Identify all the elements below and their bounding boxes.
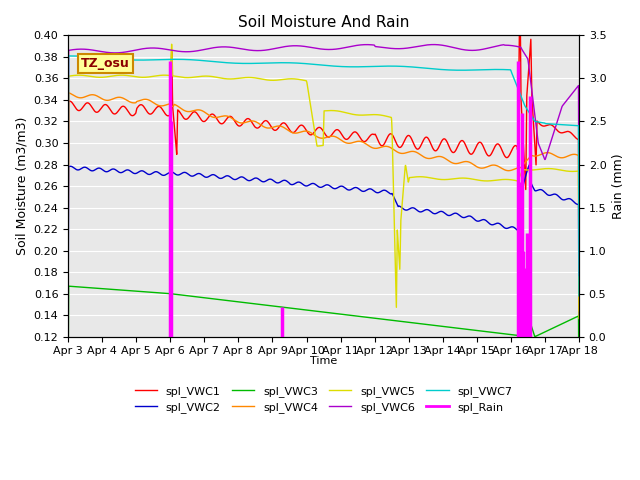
Line: spl_VWC7: spl_VWC7 bbox=[68, 56, 579, 296]
spl_VWC6 bbox=[438, 42, 445, 48]
spl_VWC1 bbox=[467, 151, 474, 157]
Legend: spl_VWC1, spl_VWC2, spl_VWC3, spl_VWC4, spl_VWC5, spl_VWC6, spl_VWC7, spl_Rain: spl_VWC1, spl_VWC2, spl_VWC3, spl_VWC4, … bbox=[131, 382, 517, 418]
spl_VWC6 bbox=[575, 273, 583, 278]
spl_VWC6 bbox=[64, 255, 72, 261]
spl_VWC2 bbox=[575, 332, 583, 338]
spl_VWC5 bbox=[410, 174, 417, 180]
spl_VWC5 bbox=[438, 177, 445, 182]
spl_VWC3 bbox=[575, 388, 583, 394]
spl_VWC1 bbox=[575, 137, 582, 143]
Line: spl_VWC5: spl_VWC5 bbox=[68, 44, 579, 318]
spl_VWC2 bbox=[156, 171, 164, 177]
spl_VWC1 bbox=[410, 140, 417, 146]
spl_VWC7 bbox=[467, 67, 475, 73]
spl_VWC6 bbox=[156, 46, 164, 51]
spl_VWC1 bbox=[575, 300, 583, 306]
spl_VWC5 bbox=[168, 41, 175, 47]
Y-axis label: Soil Moisture (m3/m3): Soil Moisture (m3/m3) bbox=[15, 117, 28, 255]
spl_VWC7 bbox=[156, 57, 164, 62]
spl_VWC5 bbox=[64, 268, 72, 274]
spl_VWC6 bbox=[430, 42, 438, 48]
spl_VWC5 bbox=[575, 315, 583, 321]
spl_VWC5 bbox=[156, 72, 164, 78]
spl_VWC6 bbox=[467, 48, 475, 53]
spl_VWC4 bbox=[65, 90, 72, 96]
spl_VWC4 bbox=[305, 129, 312, 134]
spl_VWC2 bbox=[575, 202, 582, 207]
spl_VWC7 bbox=[575, 123, 582, 129]
spl_VWC3 bbox=[410, 320, 417, 326]
spl_VWC1 bbox=[438, 138, 445, 144]
spl_VWC7 bbox=[438, 67, 445, 72]
Line: spl_VWC3: spl_VWC3 bbox=[68, 286, 579, 391]
spl_VWC2 bbox=[467, 214, 474, 219]
X-axis label: Time: Time bbox=[310, 357, 337, 366]
spl_VWC1 bbox=[64, 281, 72, 287]
spl_VWC1 bbox=[156, 104, 164, 109]
spl_VWC4 bbox=[410, 148, 417, 154]
spl_VWC2 bbox=[304, 183, 312, 189]
spl_VWC4 bbox=[438, 154, 445, 160]
spl_VWC2 bbox=[64, 313, 72, 319]
spl_VWC5 bbox=[575, 168, 582, 174]
Text: TZ_osu: TZ_osu bbox=[81, 57, 130, 70]
spl_VWC5 bbox=[467, 176, 475, 181]
spl_VWC4 bbox=[467, 160, 475, 166]
spl_VWC6 bbox=[304, 44, 312, 50]
spl_VWC1 bbox=[304, 130, 312, 136]
Line: spl_VWC1: spl_VWC1 bbox=[68, 0, 579, 303]
spl_VWC4 bbox=[64, 276, 72, 282]
Title: Soil Moisture And Rain: Soil Moisture And Rain bbox=[238, 15, 409, 30]
spl_VWC4 bbox=[575, 153, 582, 158]
spl_VWC3 bbox=[575, 313, 582, 319]
spl_VWC4 bbox=[156, 103, 164, 108]
spl_VWC7 bbox=[64, 258, 72, 264]
spl_VWC7 bbox=[410, 64, 417, 70]
spl_VWC3 bbox=[64, 373, 72, 379]
Line: spl_VWC4: spl_VWC4 bbox=[68, 93, 579, 311]
Y-axis label: Rain (mm): Rain (mm) bbox=[612, 153, 625, 219]
Line: spl_VWC6: spl_VWC6 bbox=[68, 45, 579, 276]
spl_VWC5 bbox=[305, 88, 312, 94]
Line: spl_VWC2: spl_VWC2 bbox=[68, 165, 579, 335]
spl_VWC2 bbox=[410, 205, 417, 211]
spl_VWC3 bbox=[467, 327, 475, 333]
spl_VWC4 bbox=[575, 308, 583, 313]
spl_VWC3 bbox=[438, 324, 445, 329]
spl_VWC2 bbox=[438, 208, 445, 214]
spl_VWC3 bbox=[156, 290, 164, 296]
spl_VWC6 bbox=[575, 83, 582, 88]
spl_VWC7 bbox=[575, 293, 583, 299]
spl_VWC7 bbox=[65, 53, 73, 59]
spl_VWC2 bbox=[525, 162, 533, 168]
spl_VWC6 bbox=[410, 44, 417, 50]
spl_VWC3 bbox=[305, 307, 312, 313]
spl_VWC3 bbox=[65, 283, 72, 289]
spl_VWC7 bbox=[305, 61, 312, 67]
